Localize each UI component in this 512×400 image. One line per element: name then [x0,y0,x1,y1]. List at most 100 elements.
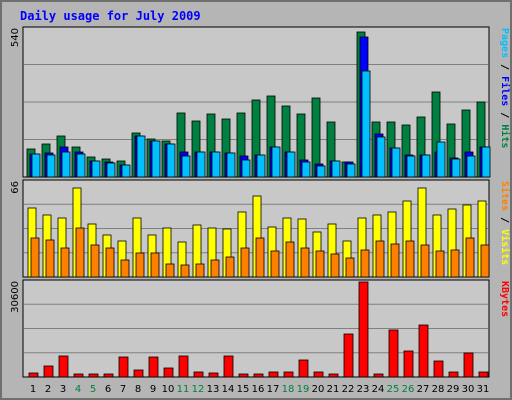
hits-bar-pages-day-11 [181,155,191,178]
visits-bar-sites-day-27 [420,244,430,278]
hits-bar-pages-day-31 [481,146,491,178]
x-tick-label-4: 4 [75,384,81,395]
hits-bar-pages-day-16 [256,154,266,178]
hits-bar-pages-day-2 [46,154,56,178]
hits-bar-pages-day-26 [406,155,416,178]
hits-bar-pages-day-10 [166,143,176,178]
kbytes-bar-kbytes-day-20 [313,371,324,378]
visits-bar-sites-day-2 [45,239,55,278]
x-tick-label-26: 26 [402,384,415,395]
visits-bar-sites-day-15 [240,247,250,278]
kbytes-bar-kbytes-day-19 [298,359,309,378]
hits-bar-pages-day-1 [31,153,41,178]
x-tick-label-5: 5 [90,384,96,395]
x-tick-label-18: 18 [282,384,295,395]
kbytes-bar-kbytes-day-17 [268,371,279,378]
visits-bar-sites-day-29 [450,249,460,278]
x-tick-label-28: 28 [432,384,445,395]
visits-bar-sites-day-8 [135,252,145,278]
visits-bar-sites-day-5 [90,244,100,278]
x-tick-label-20: 20 [312,384,325,395]
visits-bar-sites-day-6 [105,247,115,278]
kbytes-bar-kbytes-day-12 [193,371,204,378]
visits-bar-sites-day-30 [465,237,475,278]
kbytes-bar-kbytes-day-6 [103,373,114,378]
x-tick-label-14: 14 [222,384,235,395]
visits-bar-sites-day-7 [120,259,130,278]
hits-bar-pages-day-14 [226,152,236,178]
x-tick-label-12: 12 [192,384,205,395]
hits-bar-pages-day-13 [211,151,221,178]
visits-bar-sites-day-13 [210,259,220,278]
y-axis-labels: Pages / Files / Hits Sites / Visits KBytes [499,28,511,317]
visits-bar-sites-day-21 [330,253,340,278]
hits-bar-pages-day-30 [466,155,476,178]
hits-bar-pages-day-21 [331,160,341,178]
visits-bar-sites-day-26 [405,240,415,278]
visits-bar-sites-day-17 [270,250,280,278]
visits-bar-sites-day-20 [315,250,325,278]
x-tick-label-13: 13 [207,384,220,395]
kbytes-bar-kbytes-day-22 [343,333,354,378]
x-tick-label-1: 1 [30,384,36,395]
visits-bar-sites-day-16 [255,237,265,278]
hits-bar-pages-day-5 [91,160,101,178]
kbytes-bar-kbytes-day-9 [148,356,159,378]
hits-bar-pages-day-3 [61,151,71,178]
visits-bar-sites-day-14 [225,256,235,278]
x-tick-label-9: 9 [150,384,156,395]
chart-title: Daily usage for July 2009 [20,9,201,23]
hits-axis-label: Pages / Files / Hits [499,28,511,148]
hits-bar-pages-day-29 [451,158,461,178]
kbytes-bar-kbytes-day-16 [253,373,264,378]
x-tick-label-7: 7 [120,384,126,395]
kbytes-bar-kbytes-day-30 [463,352,474,378]
kbytes-bar-kbytes-day-5 [88,373,99,378]
hits-bar-pages-day-25 [391,147,401,178]
kbytes-bar-kbytes-day-4 [73,373,84,378]
kbytes-bar-kbytes-day-23 [358,281,369,378]
visits-bar-sites-day-23 [360,249,370,278]
x-tick-label-16: 16 [252,384,265,395]
kbytes-bar-kbytes-day-11 [178,355,189,378]
hits-bar-pages-day-20 [316,165,326,178]
kbytes-bar-kbytes-day-7 [118,356,129,378]
kbytes-bar-kbytes-day-29 [448,371,459,378]
bars [26,31,491,378]
x-tick-label-22: 22 [342,384,355,395]
x-tick-label-29: 29 [447,384,460,395]
x-tick-label-30: 30 [462,384,475,395]
kbytes-bar-kbytes-day-10 [163,367,174,378]
hits-bar-pages-day-28 [436,141,446,178]
hits-bar-pages-day-17 [271,146,281,178]
kbytes-bar-kbytes-day-27 [418,324,429,378]
kbytes-bar-kbytes-day-28 [433,360,444,378]
hits-bar-pages-day-18 [286,151,296,178]
visits-bar-sites-day-12 [195,263,205,278]
hits-bar-pages-day-24 [376,136,386,178]
x-tick-labels: 1 2 3 4 5 6 7 8 9 10 11 12 13 14 15 16 17 18 19 20 21 22 23 24 2… [30,384,490,395]
kbytes-bar-kbytes-day-15 [238,373,249,378]
hits-bar-pages-day-6 [106,162,116,178]
kbytes-bar-kbytes-day-8 [133,369,144,378]
kbytes-bar-kbytes-day-24 [373,373,384,378]
x-tick-label-31: 31 [477,384,490,395]
visits-bar-sites-day-31 [480,244,490,278]
x-tick-label-3: 3 [60,384,66,395]
kbytes-bar-kbytes-day-21 [328,373,339,378]
visits-bar-sites-day-9 [150,252,160,278]
kbytes-bar-kbytes-day-1 [28,372,39,378]
kbytes-bar-kbytes-day-31 [478,371,489,378]
x-tick-label-19: 19 [297,384,310,395]
hits-bar-pages-day-4 [76,153,86,178]
x-tick-label-6: 6 [105,384,111,395]
hits-bar-pages-day-7 [121,164,131,178]
hits-bar-pages-day-23 [361,70,371,178]
x-tick-label-2: 2 [45,384,51,395]
visits-ymax-label: 66 [10,181,21,194]
x-tick-label-11: 11 [177,384,190,395]
kbytes-bar-kbytes-day-2 [43,365,54,378]
hits-bar-pages-day-15 [241,159,251,178]
hits-ymax-label: 540 [10,28,21,47]
